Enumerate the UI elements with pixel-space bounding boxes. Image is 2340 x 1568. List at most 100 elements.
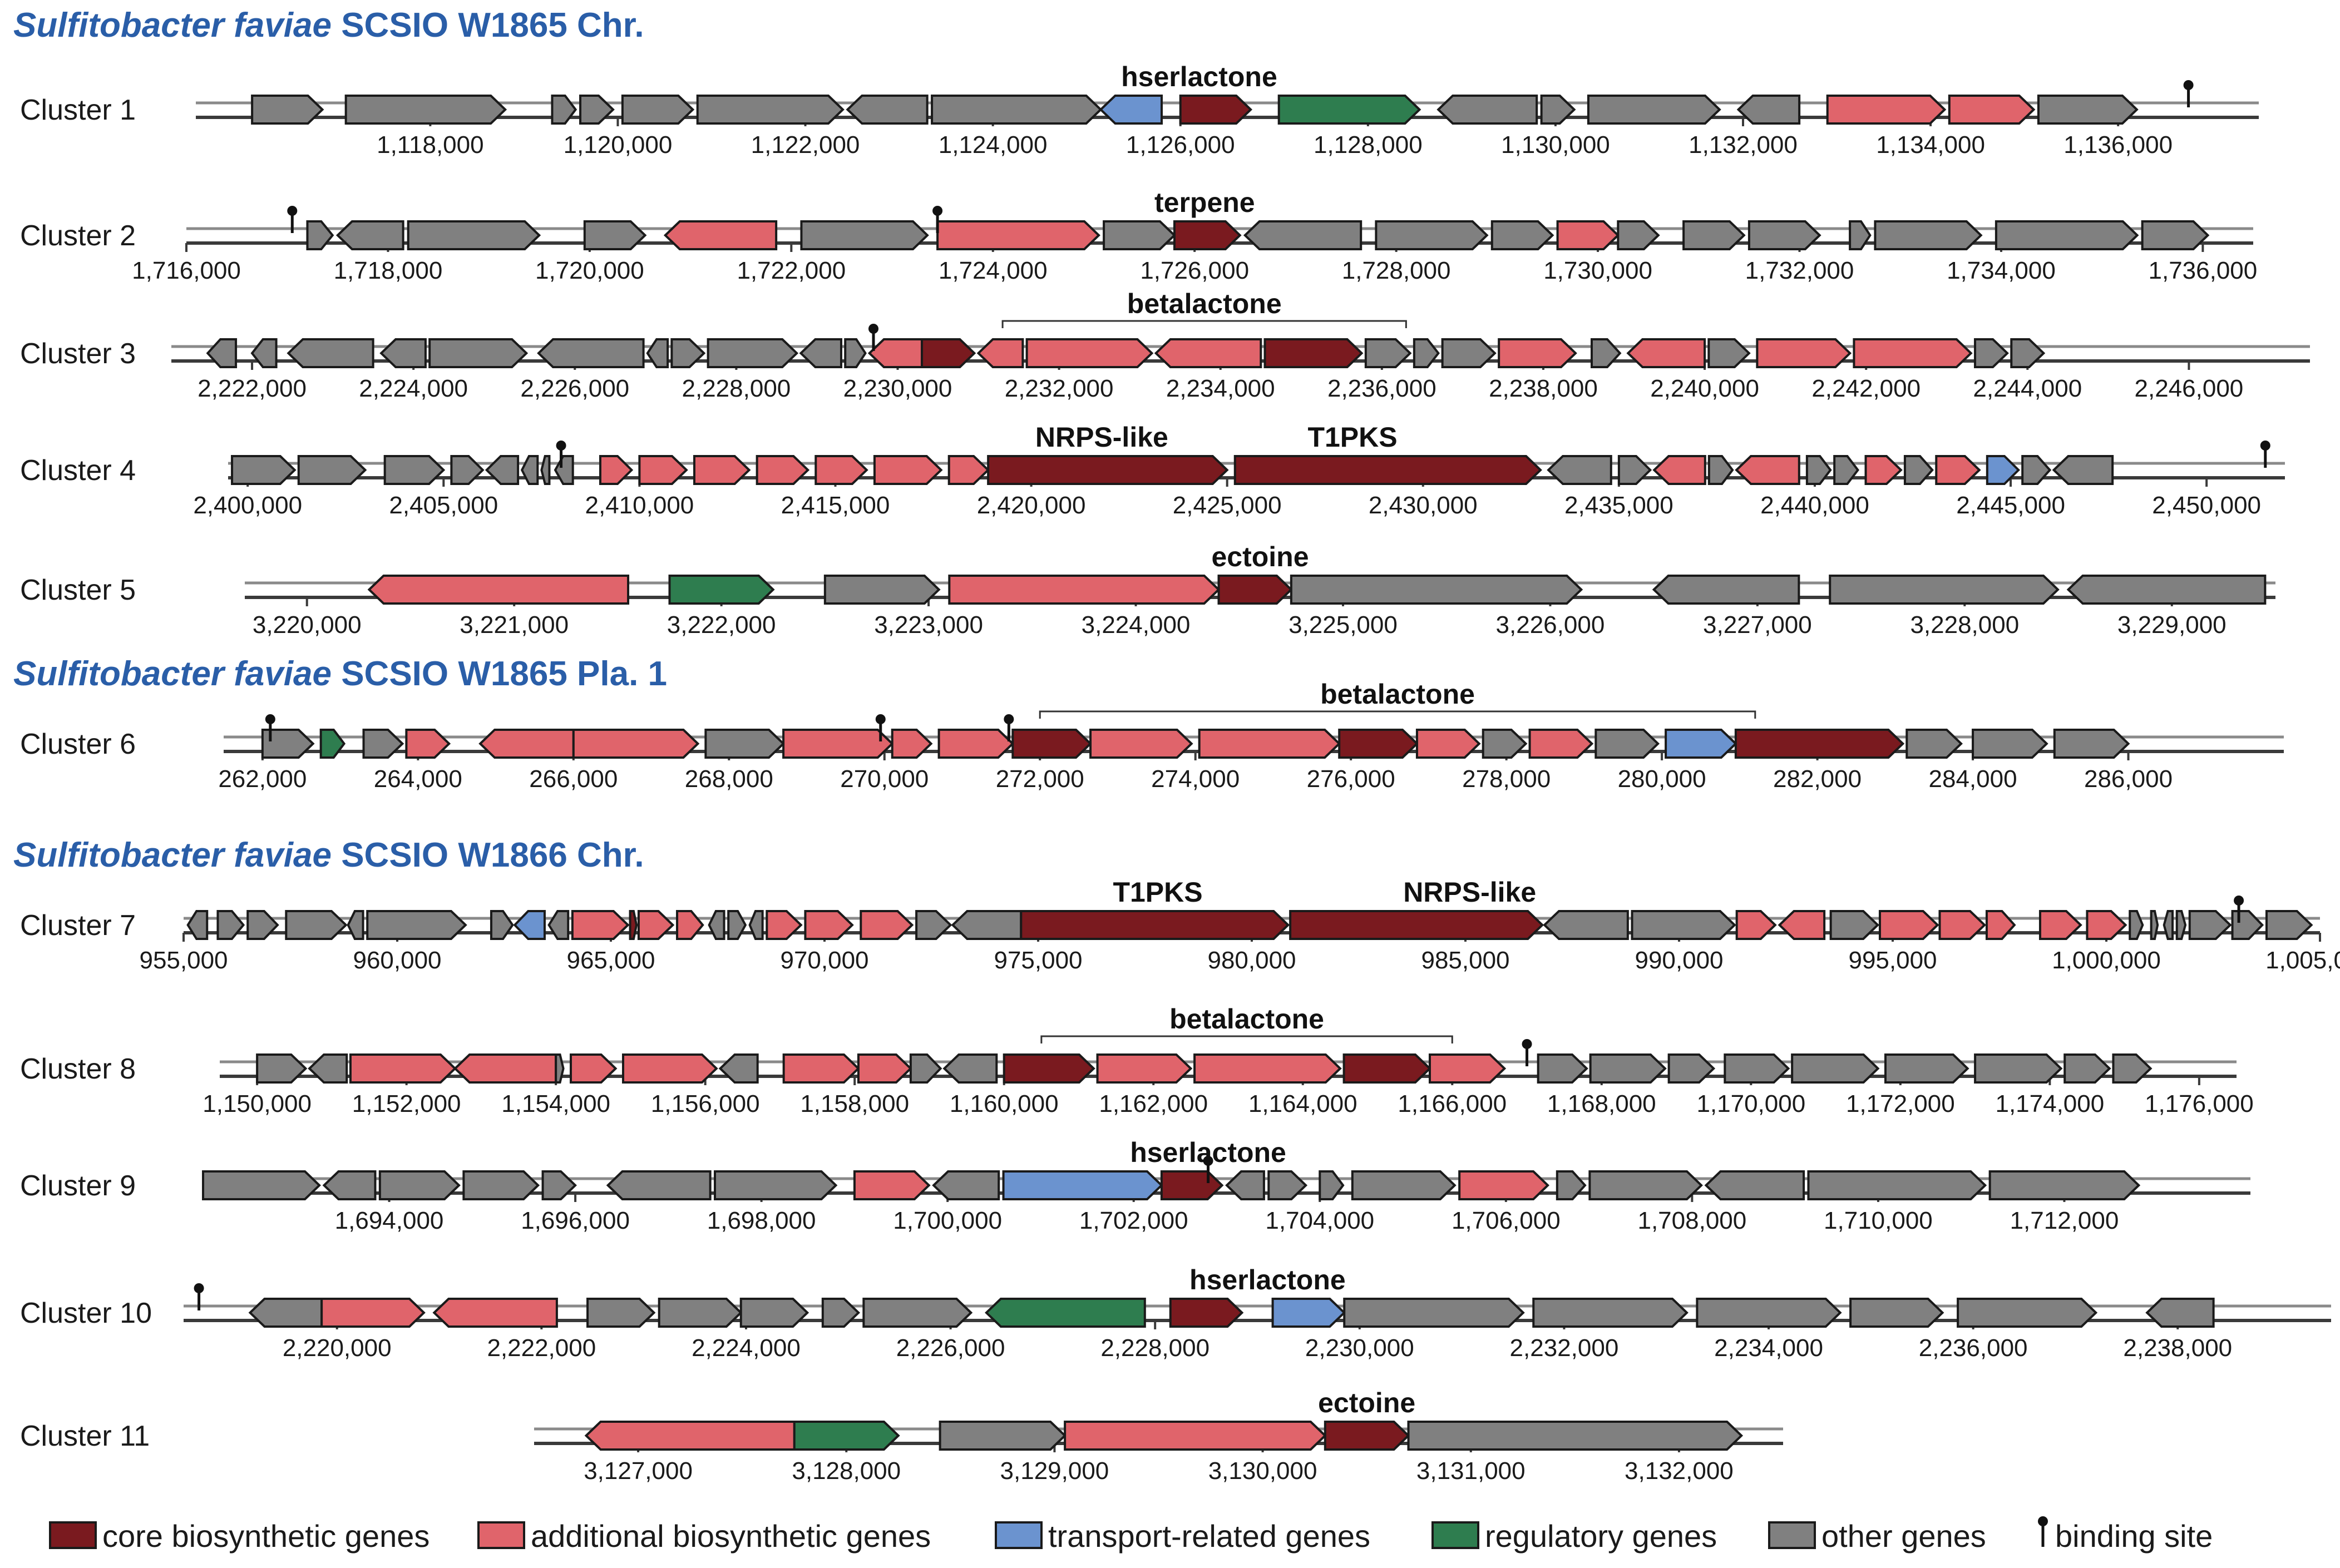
other-gene-arrow xyxy=(2063,1053,2111,1084)
product-label: betalactone xyxy=(1127,288,1282,319)
tick-label: 264,000 xyxy=(374,765,462,793)
additional-gene-arrow xyxy=(1878,910,1939,940)
additional-gene-arrow xyxy=(1415,729,1481,759)
other-gene-arrow xyxy=(231,455,297,485)
tick-label: 2,400,000 xyxy=(193,492,302,519)
additional-gene-arrow xyxy=(1985,910,2016,940)
tick-label: 2,234,000 xyxy=(1714,1334,1823,1362)
tick-label: 2,226,000 xyxy=(896,1334,1005,1362)
additional-gene-arrow xyxy=(782,1053,860,1084)
additional-gene-arrow xyxy=(1864,455,1903,485)
core-gene-arrow xyxy=(987,455,1229,485)
other-gene-arrow xyxy=(1556,1170,1587,1200)
other-gene-arrow xyxy=(554,455,574,485)
other-gene-arrow xyxy=(287,338,374,368)
other-gene-arrow xyxy=(1319,1170,1345,1200)
other-gene-arrow xyxy=(537,338,645,368)
product-label: T1PKS xyxy=(1113,877,1202,908)
other-gene-arrow xyxy=(407,220,541,250)
tick-label: 276,000 xyxy=(1307,765,1395,793)
tick-label: 3,224,000 xyxy=(1082,611,1191,639)
tick-label: 1,158,000 xyxy=(800,1090,909,1117)
additional-gene-arrow xyxy=(1198,729,1341,759)
tick-label: 1,708,000 xyxy=(1637,1207,1746,1234)
additional-gene-arrow xyxy=(1826,95,1947,125)
tick-label: 1,168,000 xyxy=(1547,1090,1656,1117)
tick-label: 2,410,000 xyxy=(585,492,694,519)
product-bracket xyxy=(1001,320,1407,328)
cluster-4: Cluster 4 2,400,000 2,405,000 2,410,000 2,41… xyxy=(20,422,2285,519)
regulatory-gene-arrow xyxy=(668,575,775,605)
other-gene-arrow xyxy=(246,910,279,940)
other-gene-arrow xyxy=(1225,1170,1265,1200)
additional-gene-arrow xyxy=(891,729,933,759)
cluster-9: Cluster 9 1,694,000 1,696,000 1,698,000 1,70… xyxy=(20,1137,2250,1234)
tick-label: 1,712,000 xyxy=(2010,1207,2119,1234)
other-gene-arrow xyxy=(1351,1170,1457,1200)
additional-gene-arrow xyxy=(1756,338,1852,368)
additional-gene-arrow xyxy=(599,455,634,485)
other-gene-arrow xyxy=(1974,338,2009,368)
tick-label: 2,425,000 xyxy=(1173,492,1282,519)
core-gene-arrow xyxy=(1342,1053,1431,1084)
other-gene-arrow xyxy=(1696,1298,1842,1328)
other-gene-arrow xyxy=(285,910,348,940)
other-gene-arrow xyxy=(2021,455,2052,485)
legend-label: binding site xyxy=(2055,1518,2213,1554)
other-gene-arrow xyxy=(1103,220,1176,250)
additional-gene-arrow xyxy=(1528,729,1594,759)
binding-site-icon xyxy=(932,206,943,216)
tick-label: 1,128,000 xyxy=(1314,131,1423,159)
tick-label: 2,236,000 xyxy=(1919,1334,2028,1362)
core-gene-arrow xyxy=(1020,910,1290,940)
other-gene-arrow xyxy=(2188,910,2232,940)
tick-label: 3,220,000 xyxy=(253,611,362,639)
tick-label: 2,236,000 xyxy=(1327,375,1436,402)
product-label: betalactone xyxy=(1320,679,1475,710)
tick-label: 1,122,000 xyxy=(751,131,860,159)
other-gene-arrow xyxy=(1791,1053,1880,1084)
other-gene-arrow xyxy=(2112,1053,2153,1084)
tick-label: 980,000 xyxy=(1207,947,1296,974)
additional-gene-arrow xyxy=(936,220,1100,250)
tick-label: 2,226,000 xyxy=(520,375,629,402)
other-gene-arrow xyxy=(490,910,514,940)
tick-label: 2,430,000 xyxy=(1369,492,1478,519)
tick-label: 970,000 xyxy=(780,947,868,974)
additional-gene-arrow xyxy=(1938,910,1987,940)
tick-label: 1,160,000 xyxy=(950,1090,1059,1117)
tick-label: 2,230,000 xyxy=(1305,1334,1414,1362)
additional-gene-arrow xyxy=(1853,338,1973,368)
tick-label: 2,222,000 xyxy=(198,375,307,402)
cluster-label: Cluster 5 xyxy=(20,574,136,606)
binding-site-icon xyxy=(287,206,298,216)
other-gene-arrow xyxy=(658,1298,743,1328)
tick-label: 2,232,000 xyxy=(1510,1334,1619,1362)
tick-label: 2,238,000 xyxy=(2123,1334,2232,1362)
core-gene-arrow xyxy=(1173,220,1242,250)
additional-gene-arrow xyxy=(1626,338,1706,368)
other-gene-arrow xyxy=(1540,95,1576,125)
additional-gene-arrow xyxy=(405,729,451,759)
core-gene-arrow xyxy=(629,910,638,940)
product-label: T1PKS xyxy=(1307,422,1397,453)
tick-label: 280,000 xyxy=(1618,765,1706,793)
tick-label: 1,722,000 xyxy=(737,257,846,284)
cluster-10: Cluster 10 2,220,000 2,222,000 2,224,000 2,2… xyxy=(20,1264,2331,1362)
other-gene-arrow xyxy=(362,729,404,759)
tick-label: 3,127,000 xyxy=(584,1457,693,1485)
regulatory-gene-arrow xyxy=(985,1298,1146,1328)
other-gene-arrow xyxy=(383,455,446,485)
binding-site-icon xyxy=(194,1283,204,1293)
core-gene-arrow xyxy=(1160,1170,1224,1200)
additional-gene-arrow xyxy=(367,575,630,605)
tick-label: 1,170,000 xyxy=(1696,1090,1805,1117)
cluster-3: Cluster 3 2,222,000 2,224,000 2,226,000 2,22… xyxy=(20,288,2310,402)
other-gene-arrow xyxy=(1849,1298,1944,1328)
tick-label: 1,176,000 xyxy=(2145,1090,2254,1117)
other-gene-arrow xyxy=(1972,729,2048,759)
other-gene-arrow xyxy=(1267,1170,1308,1200)
other-gene-arrow xyxy=(646,338,669,368)
other-gene-arrow xyxy=(1807,1170,1987,1200)
